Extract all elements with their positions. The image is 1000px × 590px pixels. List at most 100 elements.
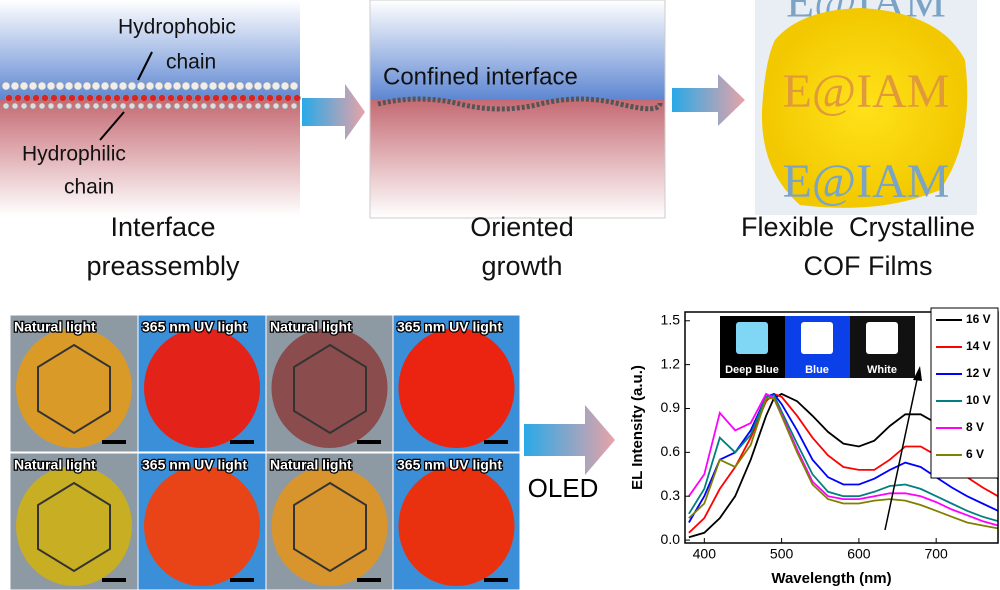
atom: [209, 102, 217, 110]
x-axis-label: Wavelength (nm): [771, 570, 891, 587]
structure: [293, 481, 367, 573]
atom: [128, 102, 136, 110]
atom: [146, 102, 154, 110]
cof-film: [271, 466, 388, 586]
caption: Interface: [110, 212, 215, 242]
arrow: [672, 74, 745, 126]
y-tick-label: 1.5: [661, 311, 681, 327]
atom: [74, 102, 82, 110]
atom: [131, 94, 139, 102]
atom: [167, 94, 175, 102]
panel-2: Confined interface: [369, 0, 666, 219]
structure: [293, 343, 367, 435]
atom: [145, 81, 155, 91]
caption: COF Films: [804, 251, 933, 281]
atom: [127, 81, 137, 91]
atom: [221, 94, 229, 102]
atom: [158, 94, 166, 102]
atom: [212, 94, 220, 102]
atom: [262, 81, 272, 91]
atom: [32, 94, 40, 102]
atom: [59, 94, 67, 102]
atom: [203, 94, 211, 102]
y-tick-label: 0.3: [661, 487, 681, 503]
atom: [77, 94, 85, 102]
atom: [41, 94, 49, 102]
atom: [271, 81, 281, 91]
atom: [163, 81, 173, 91]
y-tick-label: 0.9: [661, 399, 681, 415]
atom: [110, 102, 118, 110]
atom: [14, 94, 22, 102]
atom: [257, 94, 265, 102]
atom: [173, 102, 181, 110]
scale-bar: [230, 578, 254, 582]
photo-label: 365 nm UV light: [142, 457, 247, 473]
atom: [245, 102, 253, 110]
oil-phase: [370, 0, 665, 100]
atom: [29, 102, 37, 110]
legend-label: 6 V: [966, 447, 984, 461]
structure: [37, 343, 111, 435]
scale-bar: [357, 440, 381, 444]
atom: [10, 81, 20, 91]
atom: [56, 102, 64, 110]
atom: [38, 102, 46, 110]
annotation: chain: [64, 176, 114, 199]
x-tick-label: 500: [770, 546, 794, 562]
atom: [11, 102, 19, 110]
atom: [140, 94, 148, 102]
scale-bar: [230, 440, 254, 444]
inset-label: White: [867, 364, 897, 376]
atom: [37, 81, 47, 91]
atom: [2, 102, 10, 110]
legend-label: 8 V: [966, 420, 984, 434]
atom: [155, 102, 163, 110]
atom: [194, 94, 202, 102]
atom: [235, 81, 245, 91]
atom: [280, 81, 290, 91]
atom: [230, 94, 238, 102]
atom: [217, 81, 227, 91]
atom: [104, 94, 112, 102]
panel-3: E@IAM E@IAM E@IAM: [755, 0, 977, 215]
atom: [82, 81, 92, 91]
atom: [281, 102, 289, 110]
scale-bar: [484, 440, 508, 444]
atom: [122, 94, 130, 102]
atom: [101, 102, 109, 110]
atom: [91, 81, 101, 91]
scale-bar: [102, 578, 126, 582]
atom: [200, 102, 208, 110]
panel-1: Hydrophobic chain Hydrophilic chain: [0, 0, 301, 216]
atom: [46, 81, 56, 91]
atom: [218, 102, 226, 110]
atom: [50, 94, 58, 102]
atom: [199, 81, 209, 91]
atom: [226, 81, 236, 91]
atom: [275, 94, 283, 102]
photo-grid: Natural light 365 nm UV light Natural ligh…: [9, 314, 521, 590]
atom: [248, 94, 256, 102]
y-axis-label: EL Intensity (a.u.): [629, 365, 646, 490]
atom: [253, 81, 263, 91]
water-phase: [0, 100, 300, 216]
atom: [20, 102, 28, 110]
atom: [172, 81, 182, 91]
atom: [227, 102, 235, 110]
legend-label: 14 V: [966, 339, 991, 353]
series-line: [688, 397, 999, 530]
atom: [149, 94, 157, 102]
atom: [191, 102, 199, 110]
atom: [181, 81, 191, 91]
water-phase: [370, 100, 665, 218]
atom: [5, 94, 13, 102]
atom: [185, 94, 193, 102]
photo-label: Natural light: [270, 319, 352, 335]
caption: Flexible Crystalline: [741, 212, 975, 242]
atom: [236, 102, 244, 110]
inset-label: Deep Blue: [725, 364, 779, 376]
atom: [136, 81, 146, 91]
annotation: chain: [166, 51, 216, 74]
